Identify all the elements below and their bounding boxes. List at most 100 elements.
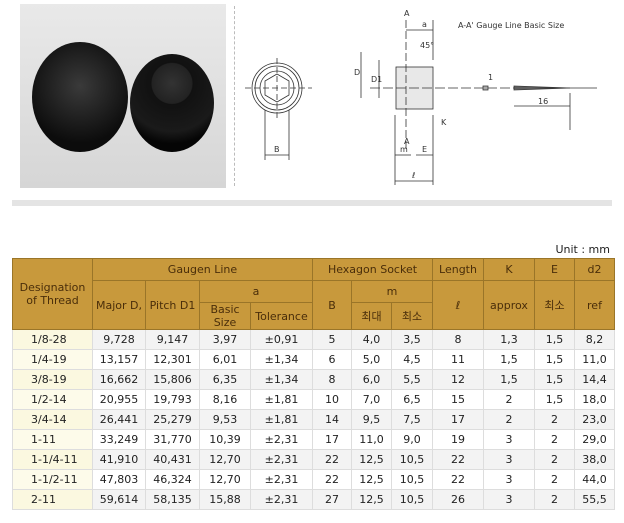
section-divider	[12, 200, 612, 206]
table-row: 3/4-14 26,441 25,279 9,53 ±1,81 14 9,5 7,5 17 2 2 2…	[12, 409, 615, 430]
table-row: 1/8-28 9,728 9,147 3,97 ±0,91 5 4,0 3,5 8 1,3 1,5 8…	[12, 329, 615, 350]
table-cell: 22	[432, 469, 484, 490]
table-row: 1-1/4-11 41,910 40,431 12,70 ±2,31 22 12,5 10,5…	[12, 449, 615, 470]
table-cell: 5,5	[391, 369, 433, 390]
table-cell: 1,5	[534, 349, 575, 370]
header-m-max: 최대	[351, 302, 392, 330]
table-row: 3/8-19 16,662 15,806 6,35 ±1,34 8 6,0 5,5 12 1,5 1…	[12, 369, 615, 390]
header-m: m	[351, 280, 433, 303]
label-a: a	[422, 20, 427, 29]
table-cell: 46,324	[145, 469, 200, 490]
table-cell: ±0,91	[250, 329, 313, 350]
table-cell: 3,97	[199, 329, 251, 350]
table-cell: 11,0	[574, 349, 615, 370]
table-cell: 7,5	[391, 409, 433, 430]
table-cell: 17	[432, 409, 484, 430]
table-cell: 3/8-19	[12, 369, 93, 390]
table-cell: 15,806	[145, 369, 200, 390]
table-cell: 6,0	[351, 369, 392, 390]
header-B: B	[312, 280, 352, 330]
label-K: K	[441, 118, 447, 127]
table-cell: 2	[534, 409, 575, 430]
table-cell: 3	[483, 469, 535, 490]
header-K: K	[483, 258, 535, 281]
label-D1: D1	[371, 75, 382, 84]
table-cell: 14,4	[574, 369, 615, 390]
table-cell: 9,728	[92, 329, 146, 350]
table-cell: ±2,31	[250, 429, 313, 450]
table-cell: 47,803	[92, 469, 146, 490]
table-cell: 7,0	[351, 389, 392, 410]
table-cell: ±2,31	[250, 469, 313, 490]
table-cell: 22	[432, 449, 484, 470]
label-B: B	[274, 145, 280, 154]
table-cell: 14	[312, 409, 352, 430]
table-cell: 13,157	[92, 349, 146, 370]
label-16: 16	[538, 97, 548, 106]
product-photo	[20, 4, 226, 188]
table-cell: 23,0	[574, 409, 615, 430]
header-l: ℓ	[432, 280, 484, 330]
table-cell: 9,53	[199, 409, 251, 430]
table-cell: 40,431	[145, 449, 200, 470]
table-row: 1-1/2-11 47,803 46,324 12,70 ±2,31 22 12,5 10,5…	[12, 469, 615, 490]
table-row: 1-11 33,249 31,770 10,39 ±2,31 17 11,0 9,0 19 3 2 2…	[12, 429, 615, 450]
unit-label: Unit : mm	[555, 243, 610, 256]
label-E: E	[422, 145, 427, 154]
table-cell: 3/4-14	[12, 409, 93, 430]
table-cell: 18,0	[574, 389, 615, 410]
table-row: 1/2-14 20,955 19,793 8,16 ±1,81 10 7,0 6,5 15 2 1,…	[12, 389, 615, 410]
table-cell: 16,662	[92, 369, 146, 390]
table-cell: 1,5	[534, 329, 575, 350]
table-cell: 19,793	[145, 389, 200, 410]
table-cell: 9,5	[351, 409, 392, 430]
table-cell: 33,249	[92, 429, 146, 450]
table-cell: 12,5	[351, 489, 392, 510]
table-cell: 1/4-19	[12, 349, 93, 370]
gauge-line-note: A-A' Gauge Line Basic Size	[458, 21, 564, 30]
table-cell: 11,0	[351, 429, 392, 450]
technical-drawing: A a 45° D D1 B K A m E ℓ 1 16 A-A' Gauge…	[245, 9, 597, 185]
label-1: 1	[488, 73, 493, 82]
table-cell: 10,5	[391, 449, 433, 470]
table-cell: 8,2	[574, 329, 615, 350]
table-cell: 12	[432, 369, 484, 390]
table-cell: 9,0	[391, 429, 433, 450]
table-cell: 22	[312, 449, 352, 470]
table-cell: 38,0	[574, 449, 615, 470]
table-cell: 2	[483, 409, 535, 430]
header-major-d: Major D,	[92, 280, 146, 330]
table-cell: 10,39	[199, 429, 251, 450]
table-cell: 26,441	[92, 409, 146, 430]
header-pitch-d1: Pitch D1	[145, 280, 200, 330]
label-A-bottom: A	[404, 137, 410, 146]
table-cell: 12,5	[351, 469, 392, 490]
table-cell: 15,88	[199, 489, 251, 510]
table-cell: 12,301	[145, 349, 200, 370]
table-cell: 2-11	[12, 489, 93, 510]
table-cell: 15	[432, 389, 484, 410]
label-A-top: A	[404, 9, 410, 18]
table-cell: 6,35	[199, 369, 251, 390]
header-E-min: 최소	[534, 280, 575, 330]
table-cell: 3	[483, 449, 535, 470]
divider	[234, 6, 235, 186]
table-cell: 27	[312, 489, 352, 510]
header-E: E	[534, 258, 575, 281]
table-cell: 10,5	[391, 489, 433, 510]
table-cell: ±1,81	[250, 389, 313, 410]
table-cell: 12,70	[199, 469, 251, 490]
table-cell: 55,5	[574, 489, 615, 510]
header-hexagon-socket: Hexagon Socket	[312, 258, 433, 281]
table-cell: 6,01	[199, 349, 251, 370]
table-cell: 10,5	[391, 469, 433, 490]
table-cell: 44,0	[574, 469, 615, 490]
header-a: a	[199, 280, 313, 303]
label-l: ℓ	[411, 171, 415, 180]
header-ref: ref	[574, 280, 615, 330]
table-cell: 19	[432, 429, 484, 450]
table-cell: 1-11	[12, 429, 93, 450]
table-cell: 10	[312, 389, 352, 410]
table-cell: ±1,34	[250, 349, 313, 370]
table-cell: 3,5	[391, 329, 433, 350]
